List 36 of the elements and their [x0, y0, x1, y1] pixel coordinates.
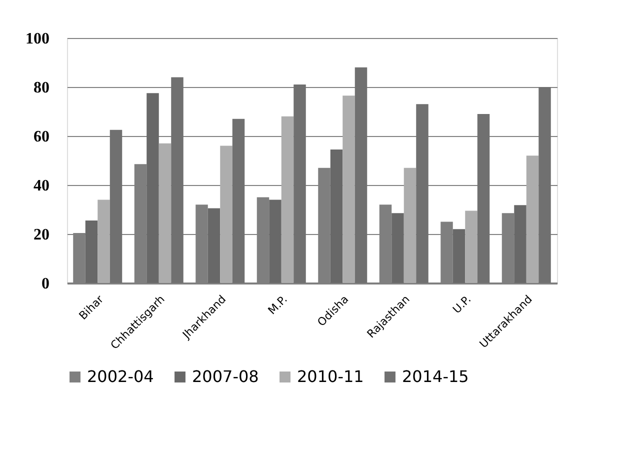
x-tick-label: U.P.	[450, 292, 474, 316]
legend-label: 2014-15	[402, 367, 469, 386]
bar	[208, 208, 220, 283]
bar	[538, 87, 551, 283]
y-tick-label: 60	[34, 128, 50, 146]
bar	[85, 220, 98, 283]
bar	[514, 205, 526, 283]
bar	[465, 210, 478, 283]
bar	[158, 143, 172, 283]
bar	[171, 77, 184, 283]
y-tick-label: 40	[34, 178, 50, 194]
bar	[416, 104, 428, 283]
y-tick-label: 80	[34, 80, 50, 96]
bar	[269, 200, 282, 283]
y-tick-label: 100	[26, 30, 50, 48]
bar	[392, 213, 404, 283]
bar	[452, 229, 466, 283]
bar	[354, 67, 368, 283]
bar	[477, 114, 490, 283]
bar	[146, 93, 159, 283]
legend-label: 2010-11	[297, 367, 364, 386]
bar	[526, 156, 539, 283]
y-tick-label: 20	[34, 226, 50, 244]
bar	[110, 130, 122, 283]
x-tick-label: M.P.	[266, 292, 290, 318]
bar	[294, 84, 306, 283]
y-tick-label: 0	[42, 276, 50, 292]
bar	[404, 168, 416, 283]
bar	[330, 149, 343, 283]
bar	[281, 116, 294, 283]
bar	[342, 96, 355, 283]
legend-label: 2007-08	[192, 367, 259, 386]
bar	[232, 118, 245, 283]
bar	[98, 200, 110, 283]
legend-label: 2002-04	[87, 367, 154, 386]
bar	[220, 146, 232, 283]
